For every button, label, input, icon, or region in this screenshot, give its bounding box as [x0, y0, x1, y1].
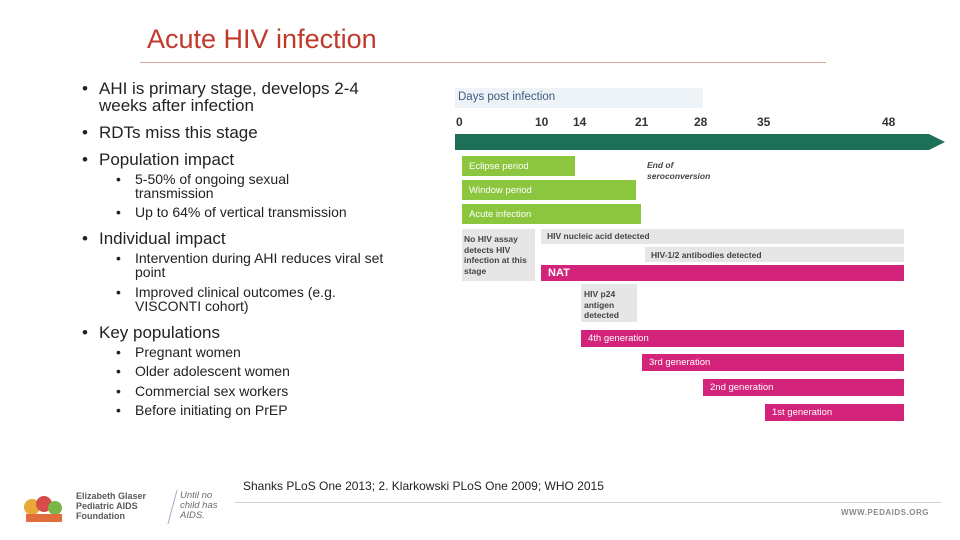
bullet-text: Individual impact	[99, 229, 226, 248]
sub-bullet-text: Pregnant women	[135, 344, 241, 360]
tagline-line: child has	[180, 500, 218, 511]
egpaf-logo: Elizabeth Glaser Pediatric AIDS Foundati…	[22, 488, 232, 526]
no-detection-box	[462, 229, 535, 281]
tagline-line: AIDS.	[180, 510, 205, 521]
bullet-population: • Population impact	[82, 150, 235, 169]
sub-bullet-population-2: • Up to 64% of vertical transmission	[116, 204, 347, 220]
org-tagline: Until no child has AIDS.	[180, 491, 240, 521]
tick-label: 28	[694, 115, 708, 129]
bullet-text: Population impact	[99, 150, 235, 169]
sub-bullet-text: Older adolescent women	[135, 363, 290, 379]
bar-label: NAT	[548, 267, 570, 279]
sub-bullet-individual-2: • Improved clinical outcomes (e.g. VISCON…	[116, 284, 336, 314]
tick-label: 0	[456, 115, 463, 129]
sub-bullet-key-2: • Older adolescent women	[116, 363, 290, 379]
slide-title: Acute HIV infection	[147, 24, 377, 54]
hiv-detection-timeline: Days post infection 0 10 14 21 28 35 48 …	[455, 88, 950, 428]
bullet-text: RDTs miss this stage	[99, 123, 258, 142]
4th-generation-bar: 4th generation	[581, 330, 904, 347]
bullet-text: AHI is primary stage, develops 2-4 weeks…	[99, 79, 359, 115]
nucleic-acid-label: HIV nucleic acid detected	[547, 231, 650, 241]
window-period-bar: Window period	[462, 180, 636, 200]
bar-label: 3rd generation	[649, 357, 711, 368]
sub-bullet-text: Before initiating on PrEP	[135, 402, 288, 418]
bar-label: Window period	[469, 185, 532, 196]
tick-label: 21	[635, 115, 649, 129]
sub-bullet-text: Improved clinical outcomes (e.g. VISCONT…	[135, 284, 336, 314]
nat-bar: NAT	[541, 265, 904, 281]
org-name: Elizabeth Glaser Pediatric AIDS Foundati…	[76, 491, 176, 521]
bar-label: Acute infection	[469, 209, 532, 220]
sub-bullet-text: 5-50% of ongoing sexual transmission	[135, 171, 290, 201]
citation: Shanks PLoS One 2013; 2. Klarkowski PLoS…	[243, 479, 604, 493]
tick-label: 48	[882, 115, 896, 129]
sub-bullet-individual-1: • Intervention during AHI reduces viral s…	[116, 250, 384, 280]
timeline-header-band	[455, 88, 703, 108]
bullet-key-populations: • Key populations	[82, 323, 220, 342]
org-name-line: Pediatric AIDS	[76, 501, 138, 511]
footer-divider	[235, 502, 941, 503]
sub-bullet-population-1: • 5-50% of ongoing sexual transmission	[116, 171, 290, 201]
bar-label: 2nd generation	[710, 382, 774, 393]
p24-label: HIV p24 antigen detected	[584, 289, 619, 320]
acute-infection-bar: Acute infection	[462, 204, 641, 224]
org-name-line: Foundation	[76, 511, 125, 521]
2nd-generation-bar: 2nd generation	[703, 379, 904, 396]
children-logo-icon	[24, 496, 62, 522]
eclipse-period-bar: Eclipse period	[462, 156, 575, 176]
footer-url-link[interactable]: WWW.PEDAIDS.ORG	[841, 508, 929, 517]
sub-bullet-text: Up to 64% of vertical transmission	[135, 204, 347, 220]
days-arrow	[455, 134, 945, 150]
bullet-rdts: • RDTs miss this stage	[82, 123, 258, 142]
bar-label: 4th generation	[588, 333, 649, 344]
antibodies-bar	[645, 247, 904, 262]
bar-label: Eclipse period	[469, 161, 529, 172]
timeline-header: Days post infection	[458, 91, 556, 103]
bar-label: 1st generation	[772, 407, 833, 418]
title-divider	[140, 62, 826, 63]
bullet-text: Key populations	[99, 323, 220, 342]
nucleic-acid-bar	[541, 229, 904, 244]
tick-label: 10	[535, 115, 549, 129]
p24-box	[581, 284, 637, 322]
sub-bullet-text: Commercial sex workers	[135, 383, 289, 399]
1st-generation-bar: 1st generation	[765, 404, 904, 421]
3rd-generation-bar: 3rd generation	[642, 354, 904, 371]
tick-label: 35	[757, 115, 771, 129]
tagline-line: Until no	[180, 490, 213, 501]
bullet-ahi-stage: • AHI is primary stage, develops 2-4 week…	[82, 79, 359, 115]
tick-label: 14	[573, 115, 587, 129]
sub-bullet-key-4: • Before initiating on PrEP	[116, 402, 288, 418]
org-name-line: Elizabeth Glaser	[76, 491, 147, 501]
bullet-individual: • Individual impact	[82, 229, 226, 248]
sub-bullet-key-3: • Commercial sex workers	[116, 383, 289, 399]
no-detection-note: No HIV assay detects HIV infection at th…	[464, 234, 527, 276]
antibodies-label: HIV-1/2 antibodies detected	[651, 250, 762, 260]
end-of-seroconversion-note: End of seroconversion	[647, 160, 711, 181]
sub-bullet-text: Intervention during AHI reduces viral se…	[135, 250, 384, 280]
sub-bullet-key-1: • Pregnant women	[116, 344, 241, 360]
